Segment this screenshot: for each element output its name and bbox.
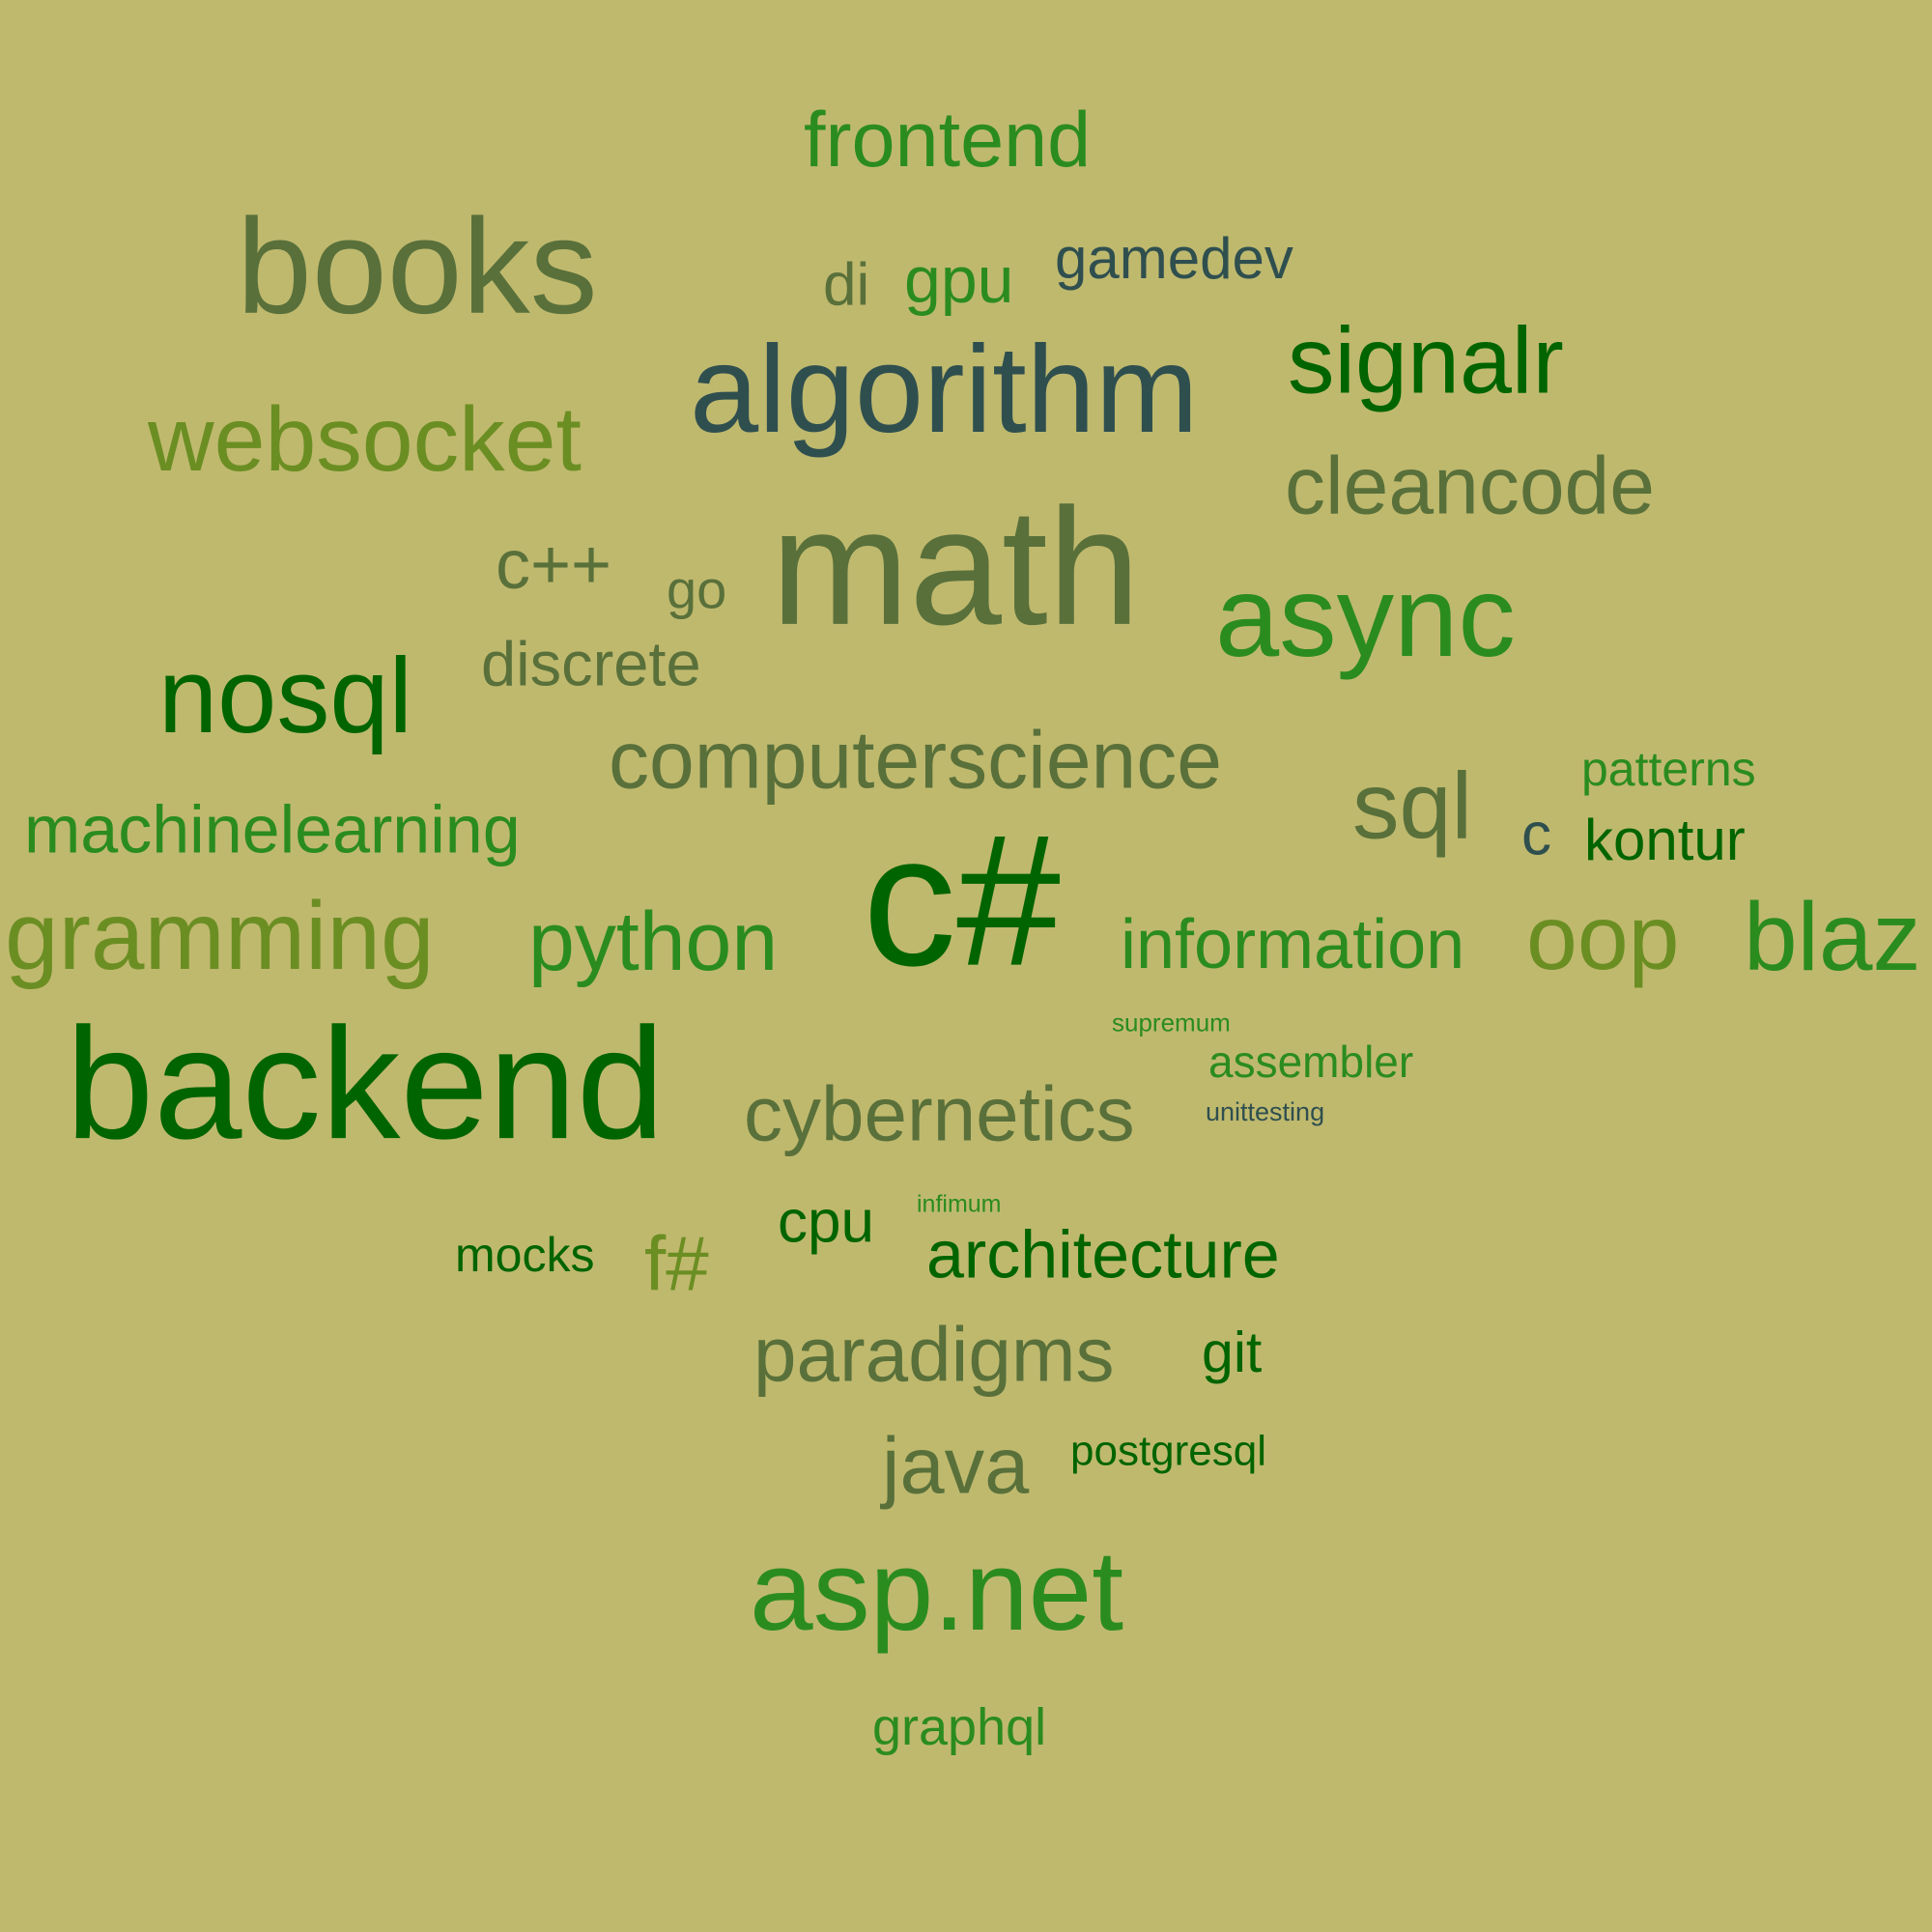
word-math: math	[771, 473, 1141, 660]
word-blazor: blaz	[1744, 883, 1921, 991]
word-backend: backend	[66, 995, 666, 1173]
word-algorithm: algorithm	[690, 321, 1199, 460]
word-di: di	[823, 251, 870, 319]
word-aspnet: asp.net	[750, 1526, 1124, 1655]
word-python: python	[528, 895, 779, 988]
word-gpu: gpu	[904, 242, 1014, 317]
word-infimum: infimum	[917, 1190, 1002, 1218]
word-oop: oop	[1526, 886, 1680, 989]
word-patterns: patterns	[1581, 742, 1756, 796]
word-cybernetics: cybernetics	[744, 1070, 1135, 1157]
word-computerscience: computerscience	[609, 714, 1222, 806]
word-information: information	[1121, 905, 1465, 983]
word-paradigms: paradigms	[753, 1311, 1115, 1398]
word-signalr: signalr	[1288, 307, 1564, 413]
word-cleancode: cleancode	[1285, 440, 1655, 531]
word-async: async	[1215, 553, 1516, 682]
word-frontend: frontend	[804, 96, 1092, 184]
word-csharp: c#	[863, 795, 1061, 1006]
word-sql: sql	[1352, 753, 1472, 859]
word-assembler: assembler	[1208, 1037, 1414, 1088]
word-unittesting: unittesting	[1206, 1096, 1325, 1126]
word-gamedev: gamedev	[1055, 226, 1293, 292]
word-machinelearning: machinelearning	[24, 791, 521, 867]
word-mocks: mocks	[455, 1228, 595, 1282]
word-architecture: architecture	[926, 1216, 1280, 1293]
word-graphql: graphql	[872, 1697, 1047, 1756]
word-kontur: kontur	[1584, 808, 1746, 873]
word-go: go	[667, 558, 727, 620]
word-postgresql: postgresql	[1070, 1427, 1267, 1475]
word-supremum: supremum	[1112, 1008, 1231, 1037]
word-books: books	[237, 189, 598, 342]
word-git: git	[1202, 1320, 1263, 1384]
word-programming: gramming	[5, 882, 435, 990]
word-nosql: nosql	[158, 637, 412, 756]
word-c: c	[1521, 801, 1551, 868]
word-cpp: c++	[496, 526, 612, 604]
word-java: java	[882, 1420, 1030, 1511]
word-fsharp: f#	[644, 1220, 709, 1307]
word-discrete: discrete	[481, 628, 701, 699]
word-websocket: websocket	[148, 387, 582, 491]
word-cpu: cpu	[778, 1188, 874, 1256]
